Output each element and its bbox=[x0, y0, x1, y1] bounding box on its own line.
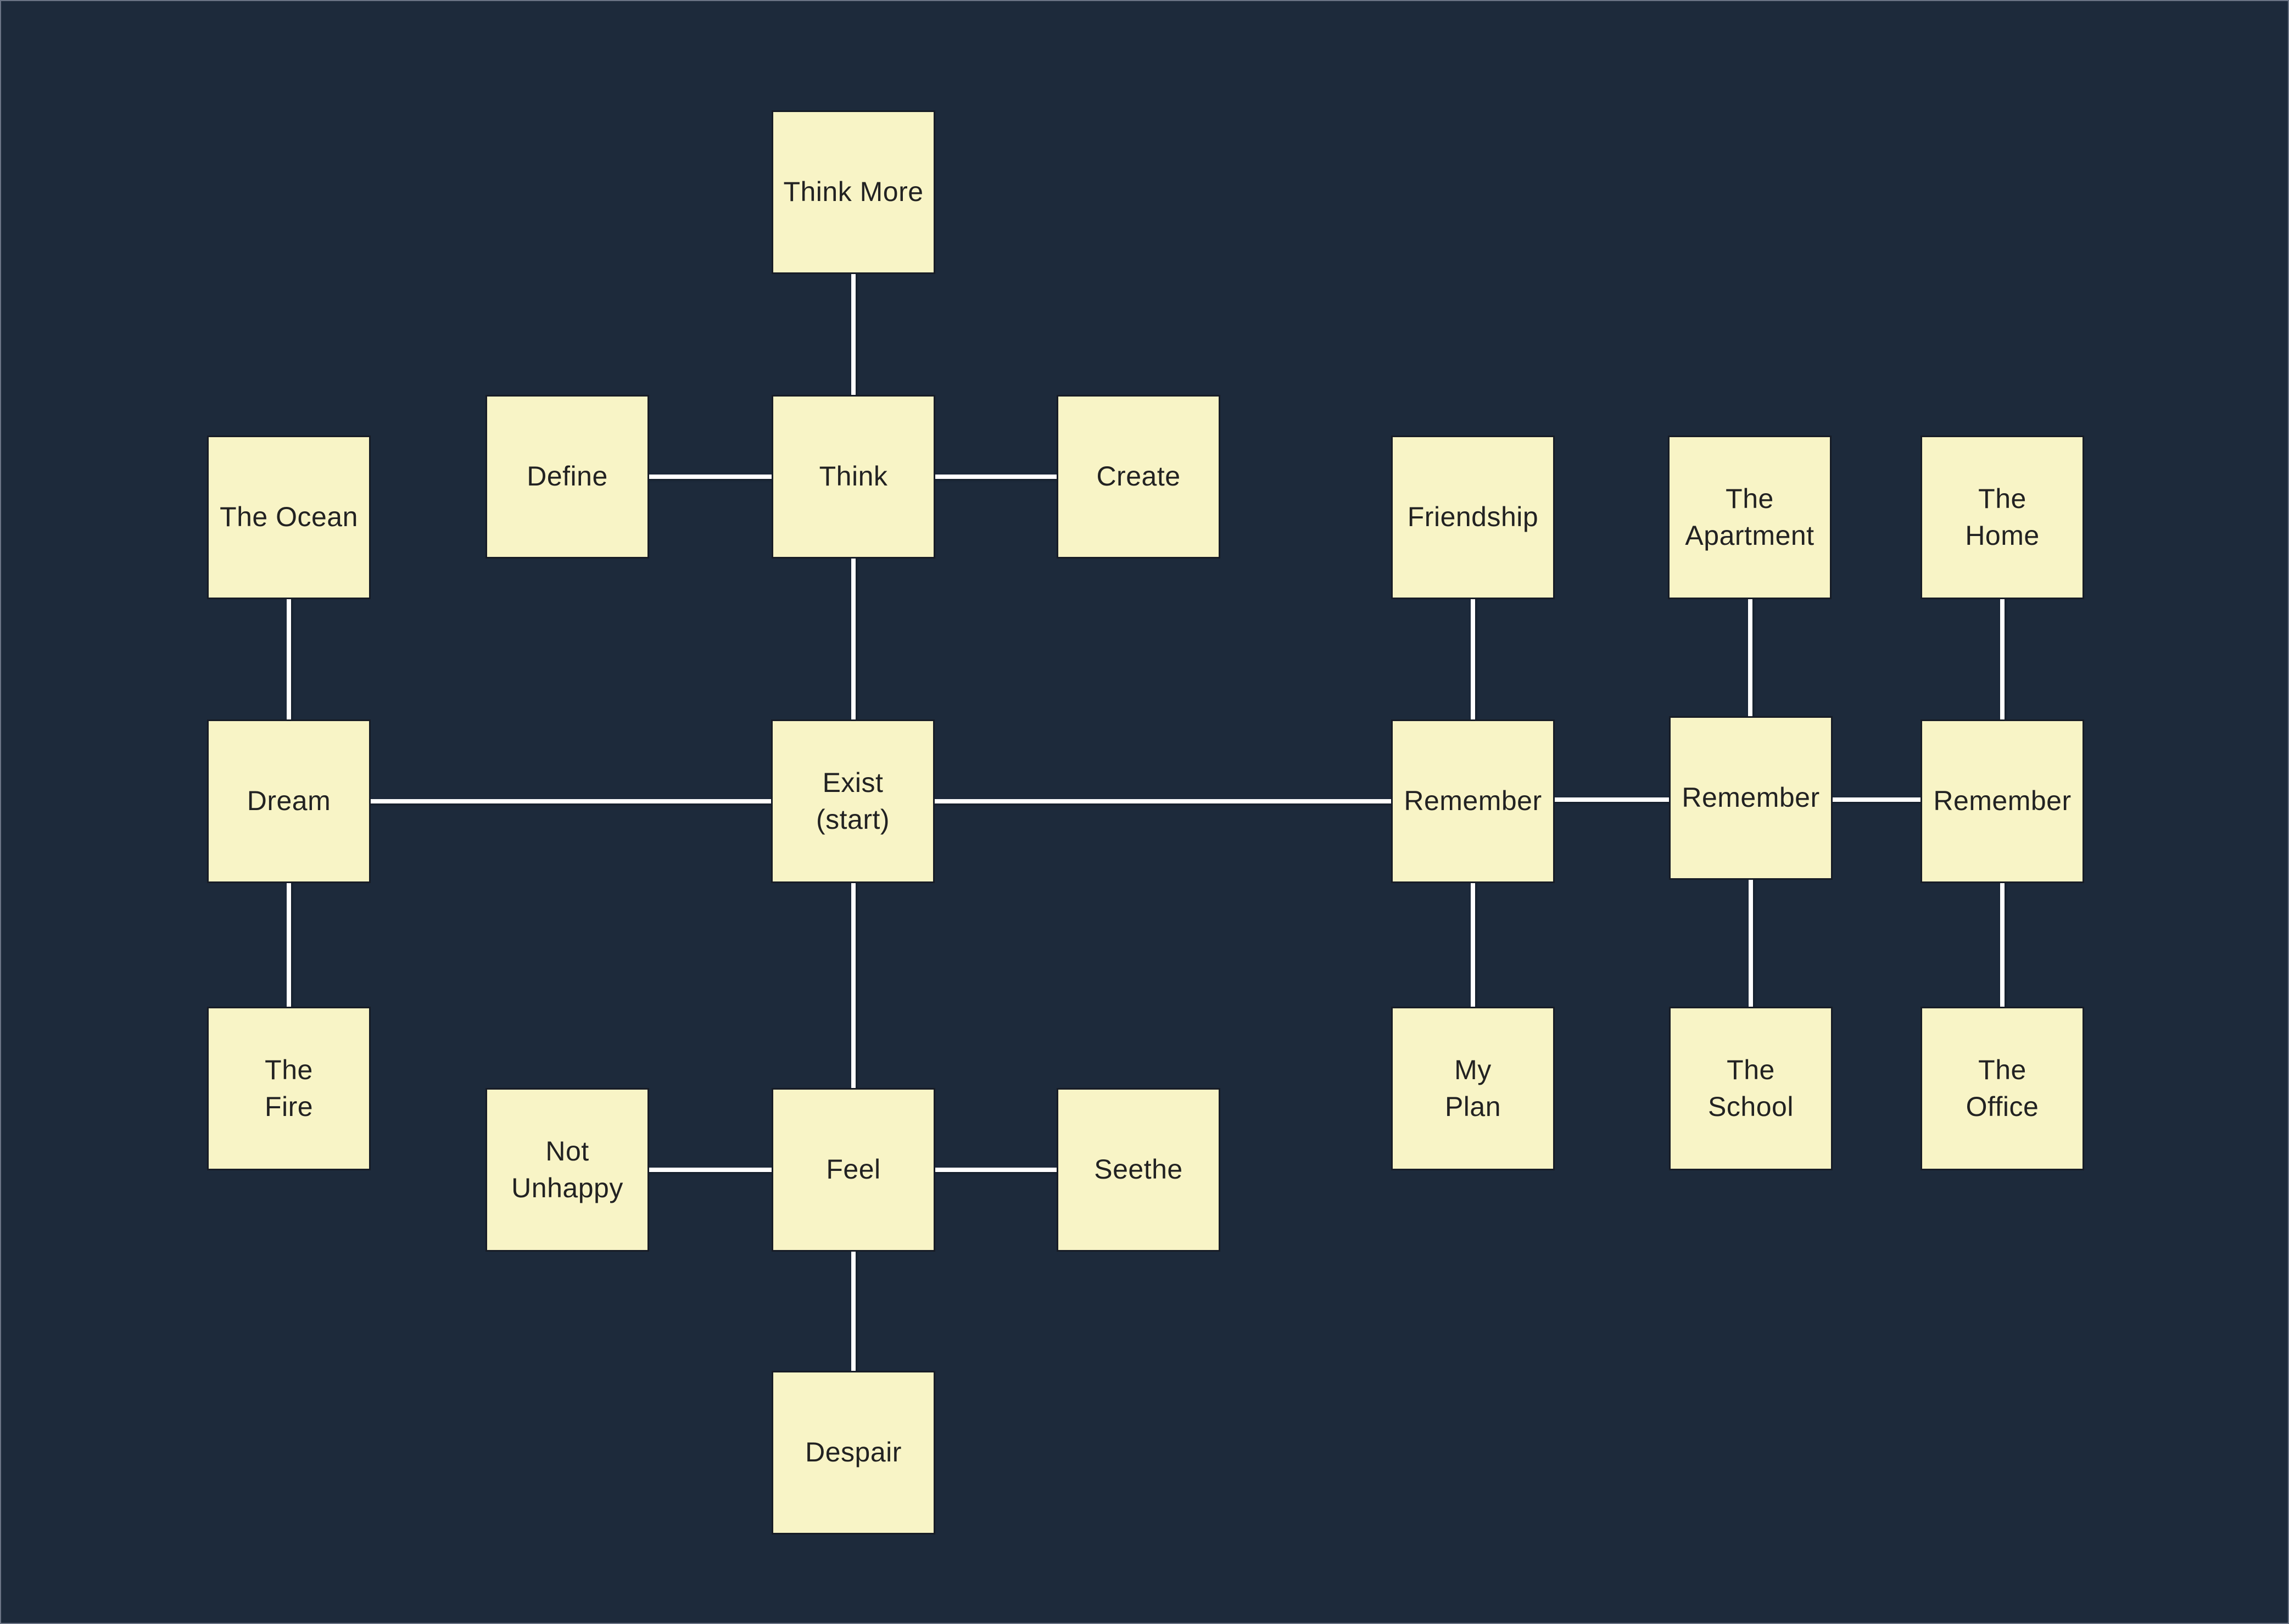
edge-remember-2-to-remember-3 bbox=[1751, 797, 2002, 802]
edge-remember-3-to-the-office bbox=[2000, 801, 2005, 1089]
node-dream[interactable]: Dream bbox=[207, 719, 371, 883]
node-label-the-ocean: The Ocean bbox=[220, 501, 358, 533]
edge-the-home-to-remember-3 bbox=[2000, 517, 2005, 801]
node-label-friendship: Friendship bbox=[1407, 501, 1539, 533]
node-think[interactable]: Think bbox=[772, 395, 935, 559]
edge-dream-to-the-fire bbox=[287, 801, 291, 1089]
edge-the-apartment-to-remember-2 bbox=[1748, 517, 1752, 798]
node-the-fire[interactable]: The Fire bbox=[207, 1007, 371, 1170]
edge-think-to-create bbox=[853, 475, 1138, 479]
edge-exist-start-to-remember-1 bbox=[853, 799, 1473, 803]
edge-the-ocean-to-dream bbox=[287, 517, 291, 801]
node-label-the-apartment: The Apartment bbox=[1685, 483, 1815, 551]
node-label-despair: Despair bbox=[805, 1437, 902, 1468]
node-feel[interactable]: Feel bbox=[772, 1088, 935, 1252]
node-create[interactable]: Create bbox=[1057, 395, 1220, 559]
node-remember-2[interactable]: Remember bbox=[1669, 716, 1833, 880]
node-label-define: Define bbox=[527, 461, 608, 492]
node-label-the-fire: The Fire bbox=[264, 1054, 314, 1123]
node-the-ocean[interactable]: The Ocean bbox=[207, 436, 371, 599]
node-label-think: Think bbox=[819, 461, 888, 492]
node-label-remember-1: Remember bbox=[1404, 785, 1542, 817]
node-the-office[interactable]: The Office bbox=[1920, 1007, 2084, 1170]
node-label-dream: Dream bbox=[247, 785, 331, 817]
edge-feel-to-seethe bbox=[853, 1168, 1138, 1172]
node-remember-3[interactable]: Remember bbox=[1920, 719, 2084, 883]
edge-remember-1-to-remember-2 bbox=[1473, 797, 1751, 802]
node-label-create: Create bbox=[1096, 461, 1181, 492]
edge-define-to-think bbox=[567, 475, 853, 479]
edge-think-more-to-think bbox=[851, 192, 856, 477]
node-the-school[interactable]: The School bbox=[1669, 1007, 1833, 1170]
node-label-the-school: The School bbox=[1708, 1054, 1794, 1123]
node-think-more[interactable]: Think More bbox=[772, 110, 935, 274]
edge-exist-start-to-feel bbox=[851, 801, 856, 1170]
edge-remember-2-to-the-school bbox=[1749, 798, 1753, 1089]
node-label-not-unhappy: Not Unhappy bbox=[511, 1135, 623, 1204]
edge-feel-to-despair bbox=[851, 1170, 856, 1453]
node-exist-start[interactable]: Exist (start) bbox=[771, 719, 935, 883]
edge-think-to-exist-start bbox=[851, 477, 856, 801]
node-label-feel: Feel bbox=[826, 1154, 881, 1185]
node-not-unhappy[interactable]: Not Unhappy bbox=[485, 1088, 649, 1252]
node-label-remember-3: Remember bbox=[1933, 785, 2072, 817]
edge-dream-to-exist-start bbox=[289, 799, 853, 803]
edge-friendship-to-remember-1 bbox=[1471, 517, 1475, 801]
node-seethe[interactable]: Seethe bbox=[1057, 1088, 1220, 1252]
node-despair[interactable]: Despair bbox=[772, 1371, 935, 1534]
node-label-exist-start: Exist (start) bbox=[816, 767, 890, 835]
node-remember-1[interactable]: Remember bbox=[1391, 719, 1555, 883]
node-label-seethe: Seethe bbox=[1094, 1154, 1183, 1185]
node-the-home[interactable]: The Home bbox=[1920, 436, 2084, 599]
node-label-remember-2: Remember bbox=[1682, 782, 1820, 813]
node-the-apartment[interactable]: The Apartment bbox=[1668, 436, 1832, 599]
node-define[interactable]: Define bbox=[485, 395, 649, 559]
edge-remember-1-to-my-plan bbox=[1471, 801, 1475, 1089]
node-label-my-plan: My Plan bbox=[1444, 1054, 1501, 1123]
node-my-plan[interactable]: My Plan bbox=[1391, 1007, 1555, 1170]
node-label-the-home: The Home bbox=[1965, 483, 2040, 551]
node-friendship[interactable]: Friendship bbox=[1391, 436, 1555, 599]
node-label-think-more: Think More bbox=[783, 176, 924, 208]
edge-not-unhappy-to-feel bbox=[567, 1168, 853, 1172]
node-label-the-office: The Office bbox=[1966, 1054, 2039, 1123]
